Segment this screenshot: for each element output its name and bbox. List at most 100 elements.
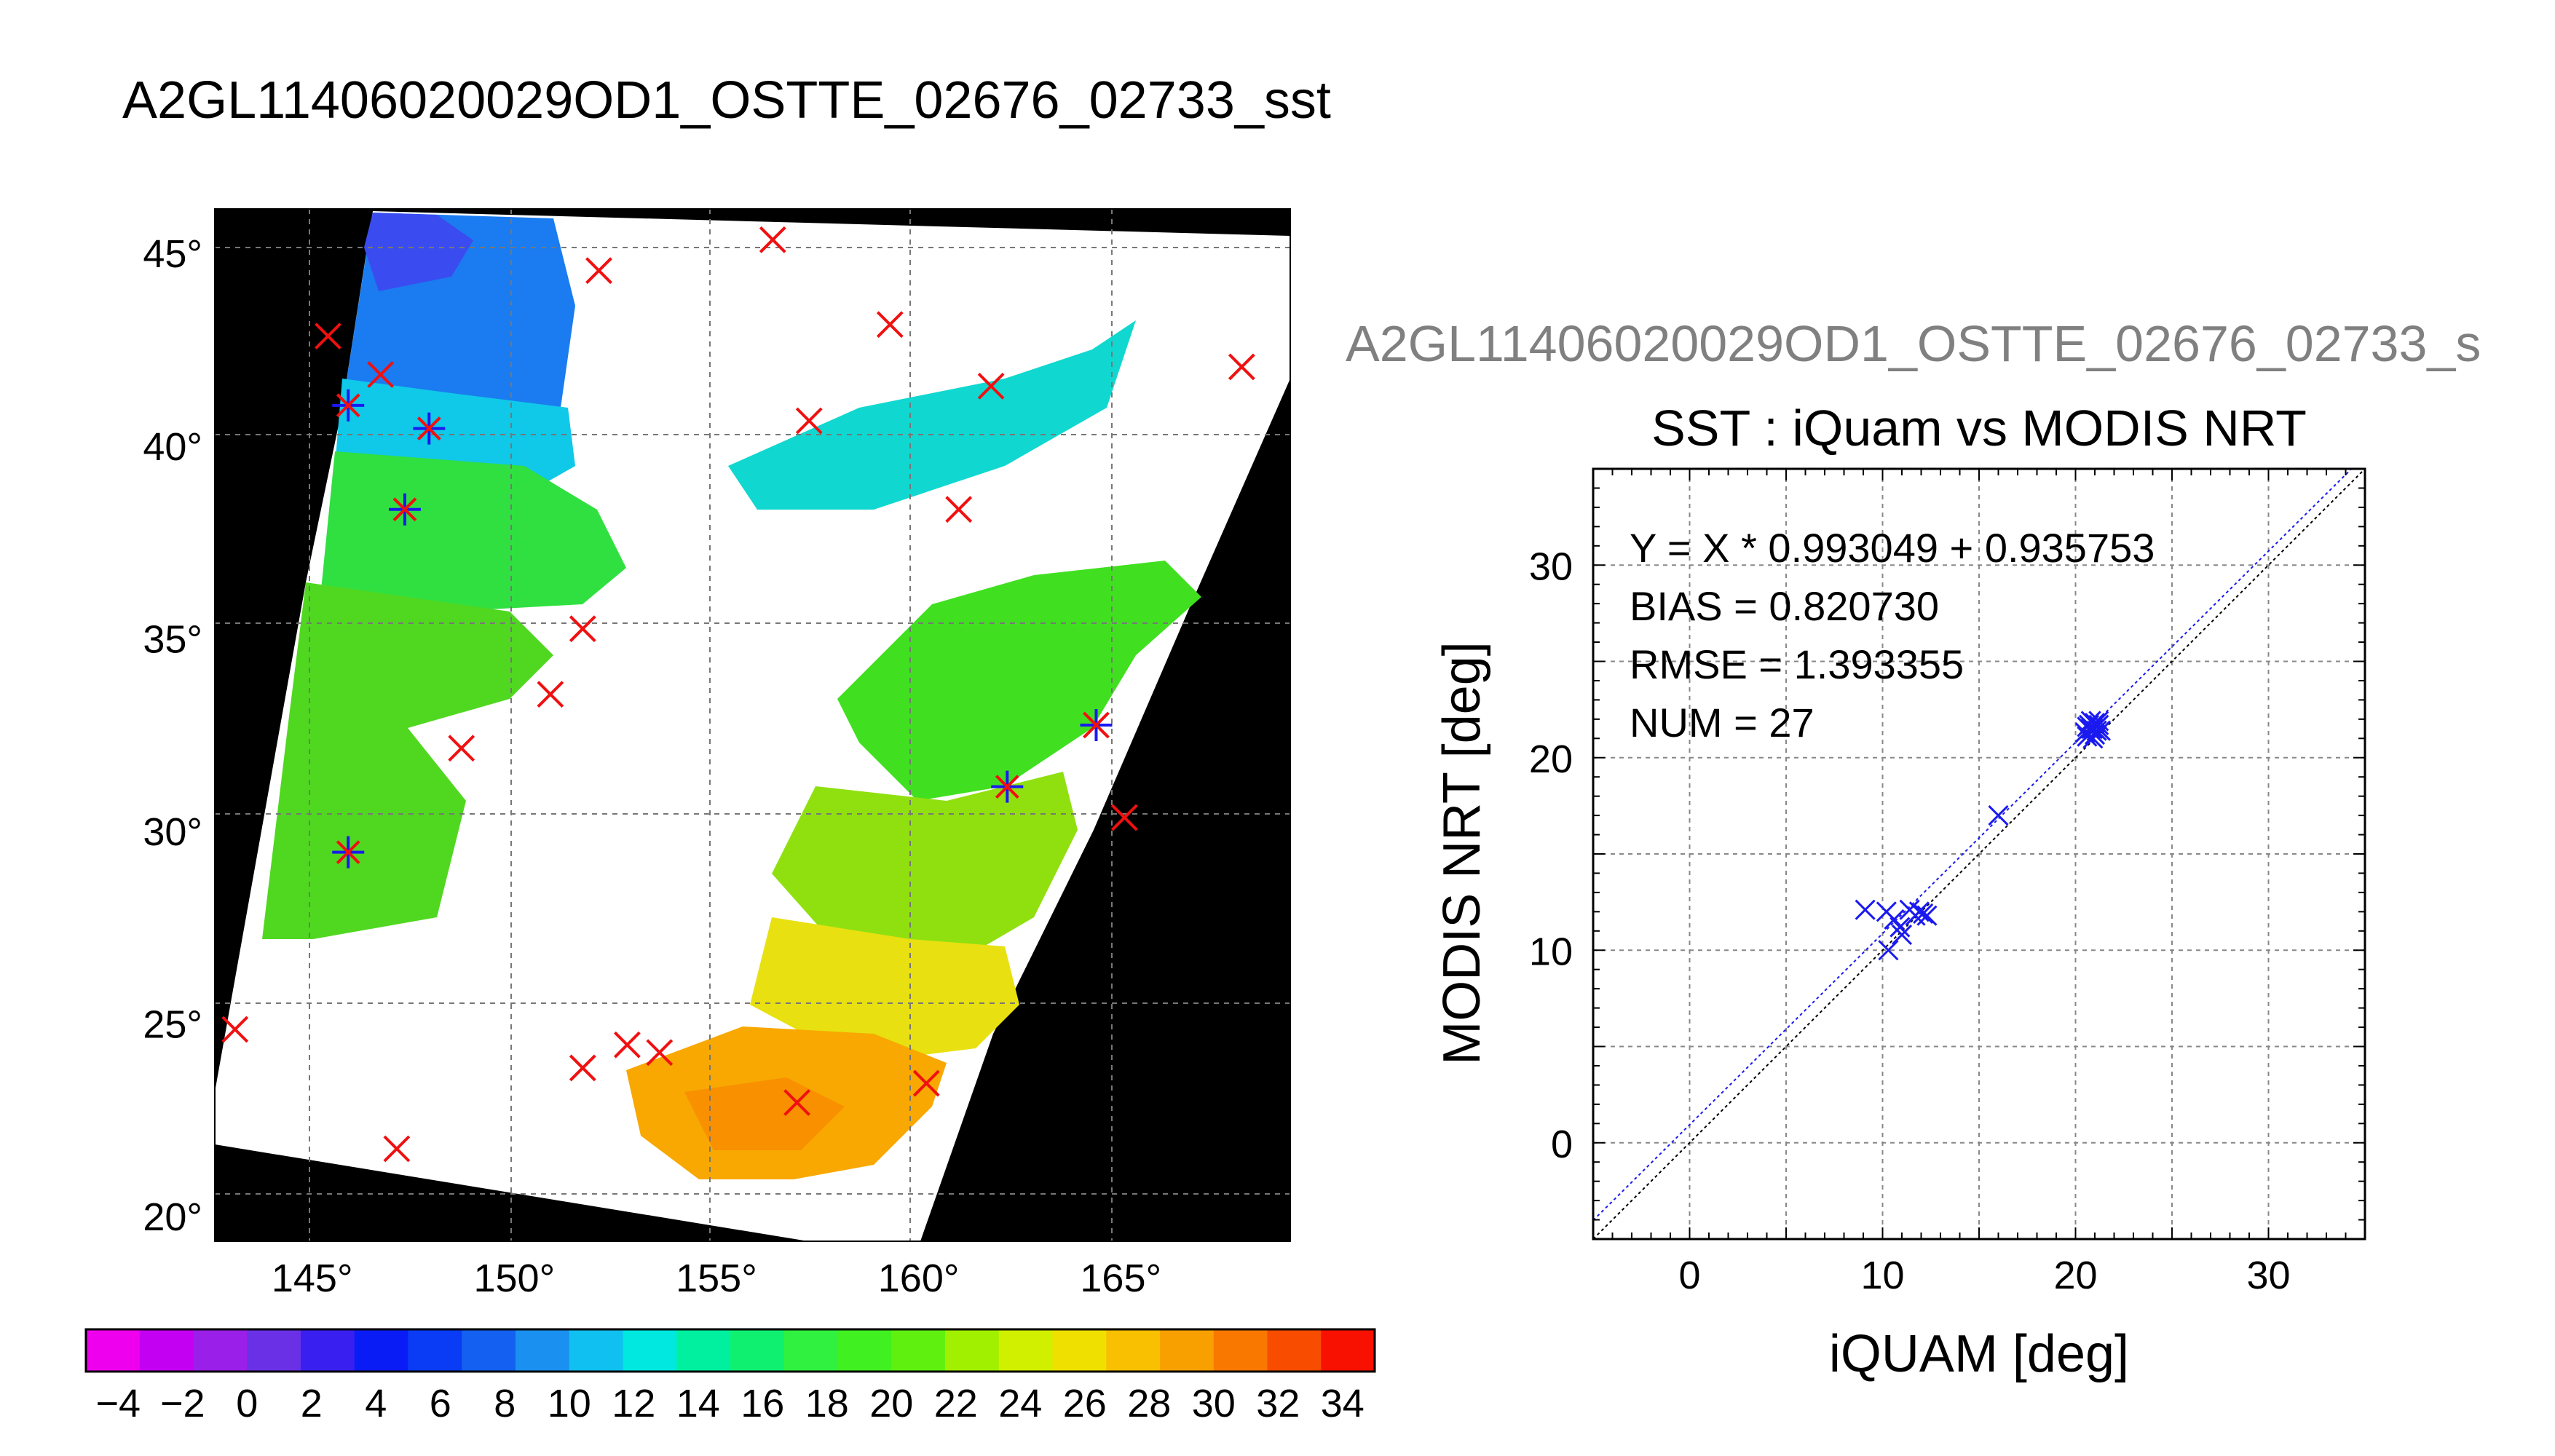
colorbar-tick-label: 32 [1256, 1382, 1300, 1425]
colorbar-swatch [837, 1329, 892, 1372]
colorbar-swatch [891, 1329, 946, 1372]
colorbar-swatch [1213, 1329, 1268, 1372]
scatter-point [1916, 905, 1938, 926]
colorbar-swatch [783, 1329, 839, 1372]
x-tick-label: 20 [2053, 1254, 2097, 1297]
matchup-marker-blue [413, 412, 446, 445]
matchup-marker-red [448, 735, 475, 762]
scatter-point [2086, 720, 2107, 741]
lat-tick-label: 40° [143, 425, 202, 469]
x-tick-labels: 0 10 20 30 [1678, 1254, 2290, 1297]
matchup-marker-red [912, 1069, 940, 1097]
matchup-marker-red [315, 323, 341, 350]
matchup-markers [221, 226, 1255, 1163]
matchup-marker-red [585, 257, 612, 285]
matchup-marker-red [1110, 804, 1138, 831]
colorbar-swatch [516, 1329, 570, 1372]
fit-line [1593, 469, 2353, 1222]
stats-line: NUM = 27 [1630, 700, 1814, 745]
regression-stats: Y = X * 0.993049 + 0.935753 BIAS = 0.8207… [1630, 525, 2155, 745]
colorbar-tick-label: 34 [1321, 1382, 1365, 1425]
colorbar-tick-label: 8 [494, 1382, 516, 1425]
matchup-marker-red [945, 496, 973, 523]
colorbar-tick-label: 10 [548, 1382, 591, 1425]
colorbar-swatch [193, 1329, 248, 1372]
scatter-point [1891, 925, 1913, 946]
lon-tick-label: 155° [676, 1257, 757, 1300]
matchup-marker-blue [332, 836, 365, 869]
matchup-marker-red [367, 361, 395, 388]
lat-tick-label: 35° [143, 617, 202, 661]
colorbar-swatch [1106, 1329, 1161, 1372]
scatter-point [1878, 940, 1899, 961]
colorbar-tick-label: 12 [612, 1382, 655, 1425]
scatter-point [2080, 719, 2101, 740]
scatter-header: A2GL11406020029OD1_OSTTE_02676_02733_s [1346, 315, 2481, 372]
colorbar-swatch [247, 1329, 301, 1372]
colorbar-tick-label: 6 [430, 1382, 451, 1425]
colorbar: −4 −2 0 2 4 6 8 10 12 14 16 18 20 22 24 26 28 30 32 34 [84, 1328, 1376, 1425]
matchup-marker-red [646, 1039, 674, 1067]
map-frame [214, 208, 1291, 1242]
colorbar-swatch [1160, 1329, 1215, 1372]
colorbar-tick-label: 0 [236, 1382, 258, 1425]
matchup-marker-red [569, 615, 596, 643]
colorbar-swatch [998, 1329, 1054, 1372]
colorbar-tick-label: 4 [365, 1382, 387, 1425]
plot-grid [1593, 469, 2365, 1239]
y-tick-label: 10 [1529, 930, 1573, 973]
stats-line: RMSE = 1.393355 [1630, 641, 1964, 687]
lat-tick-label: 25° [143, 1002, 202, 1046]
sst-region-green-south [772, 772, 1078, 968]
x-axis-label: iQUAM [deg] [1829, 1325, 2129, 1383]
sst-region-green-mid [262, 582, 553, 939]
matchup-marker-blue [1080, 709, 1113, 741]
matchup-marker-red [795, 407, 823, 435]
colorbar-frame [84, 1328, 1376, 1373]
scatter-point [1988, 805, 2009, 826]
colorbar-swatch [730, 1329, 785, 1372]
scatter-points [1855, 711, 2112, 961]
x-tick-label: 10 [1860, 1254, 1904, 1297]
colorbar-tick-label: 30 [1192, 1382, 1236, 1425]
latitude-labels: 45° 40° 35° 30° 25° 20° [143, 232, 202, 1239]
sst-map: 45° 40° 35° 30° 25° 20° 145° 150° 155° 160° 165° [143, 208, 1291, 1300]
lon-tick-label: 165° [1080, 1257, 1161, 1300]
colorbar-swatch [676, 1329, 731, 1372]
colorbar-swatches [86, 1329, 1375, 1372]
matchup-marker-red [783, 1089, 810, 1116]
colorbar-swatch [301, 1329, 355, 1372]
sst-region-blue-top [364, 213, 473, 291]
lat-tick-label: 20° [143, 1195, 202, 1239]
scatter-point [1889, 917, 1911, 938]
scatter-point [1913, 903, 1934, 925]
longitude-labels: 145° 150° 155° 160° 165° [272, 1257, 1161, 1300]
matchup-marker-red [876, 311, 904, 339]
colorbar-tick-label: 2 [301, 1382, 323, 1425]
colorbar-tick-label: −4 [95, 1382, 141, 1425]
sst-region-green-east [837, 561, 1201, 801]
one-to-one-line [1593, 469, 2365, 1239]
colorbar-tick-label: 20 [869, 1382, 913, 1425]
matchup-marker-red [1228, 353, 1255, 381]
matchup-marker-red [569, 1054, 596, 1082]
lat-tick-label: 30° [143, 810, 202, 854]
y-tick-label: 0 [1551, 1123, 1573, 1166]
matchup-marker-red [977, 372, 1005, 400]
scatter-title: SST : iQuam vs MODIS NRT [1651, 400, 2307, 456]
plot-frame [1592, 467, 2366, 1241]
colorbar-tick-label: 16 [741, 1382, 784, 1425]
colorbar-swatch [139, 1329, 194, 1372]
matchup-marker-red [383, 1135, 411, 1163]
colorbar-tick-label: 22 [934, 1382, 978, 1425]
sst-region-green-west [320, 451, 626, 612]
main-title: A2GL11406020029OD1_OSTTE_02676_02733_sst [122, 71, 1331, 130]
colorbar-swatch [1052, 1329, 1107, 1372]
colorbar-swatch [354, 1329, 409, 1372]
colorbar-swatch [1267, 1329, 1322, 1372]
colorbar-tick-label: 28 [1127, 1382, 1171, 1425]
matchup-marker-red [537, 681, 564, 708]
scatter-point [1855, 899, 1876, 920]
colorbar-swatch [945, 1329, 1000, 1372]
